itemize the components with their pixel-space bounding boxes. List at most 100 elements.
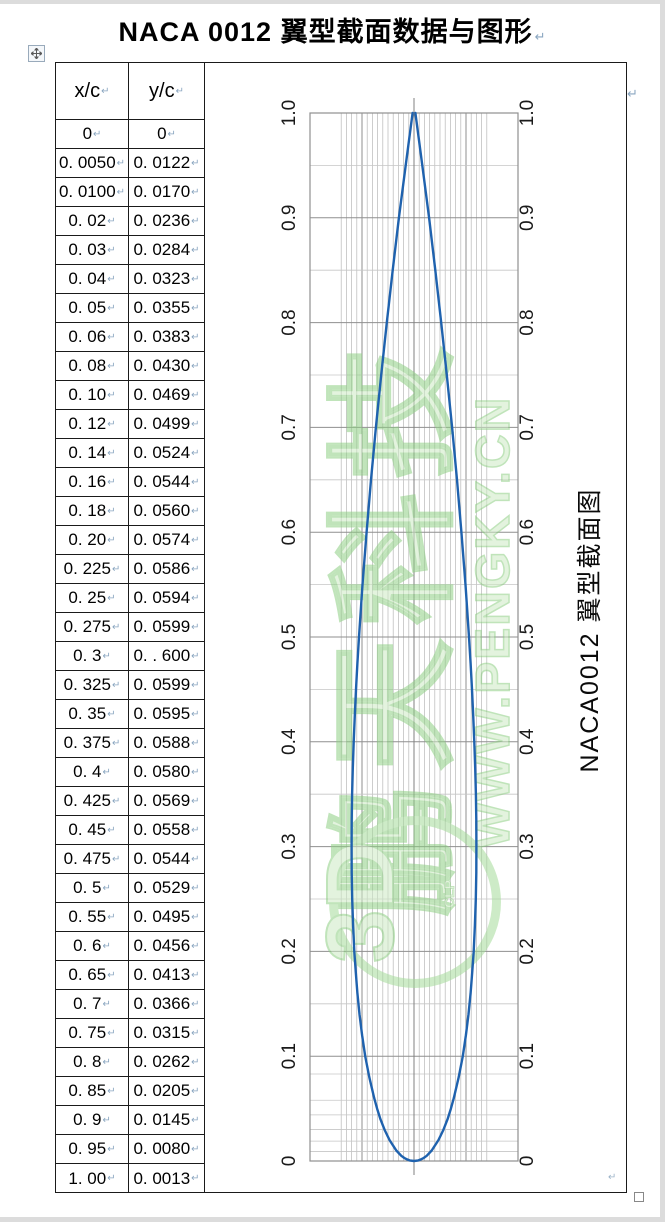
table-cell[interactable]: 1. 00 ↵ bbox=[56, 1164, 129, 1193]
table-cell[interactable]: 0. 325 ↵ bbox=[56, 671, 129, 700]
table-cell[interactable]: 0. 0366 ↵ bbox=[129, 990, 204, 1019]
table-cell[interactable]: 0. 0456 ↵ bbox=[129, 932, 204, 961]
table-cell[interactable]: 0. 0569 ↵ bbox=[129, 787, 204, 816]
table-cell[interactable]: 0 ↵ bbox=[56, 120, 129, 149]
table-cell[interactable]: 0. 0122 ↵ bbox=[129, 149, 204, 178]
table-cell[interactable]: 0. 0355 ↵ bbox=[129, 294, 204, 323]
table-cell[interactable]: 0. 08 ↵ bbox=[56, 352, 129, 381]
table-cell[interactable]: 0. 03 ↵ bbox=[56, 236, 129, 265]
table-cell[interactable]: 0. 0236 ↵ bbox=[129, 207, 204, 236]
table-cell[interactable]: 0. 06 ↵ bbox=[56, 323, 129, 352]
table-cell[interactable]: 0. 0586 ↵ bbox=[129, 555, 204, 584]
table-cell[interactable]: 0. 0499 ↵ bbox=[129, 410, 204, 439]
table-cell[interactable]: 0. 0558 ↵ bbox=[129, 816, 204, 845]
table-cell[interactable]: 0. 8 ↵ bbox=[56, 1048, 129, 1077]
table-cell[interactable]: 0. 0574 ↵ bbox=[129, 526, 204, 555]
table-cell[interactable]: 0. 0595 ↵ bbox=[129, 700, 204, 729]
table-cell[interactable]: 0. 0383 ↵ bbox=[129, 323, 204, 352]
table-body: 0 ↵ 0 ↵ 0. 0050 ↵ 0. 0122 ↵ 0. 0100 ↵ 0. 0170 ↵ 0. 0… bbox=[56, 120, 204, 1193]
table-cell[interactable]: 0. 0145 ↵ bbox=[129, 1106, 204, 1135]
table-cell-value: 0. 0499 bbox=[133, 414, 191, 433]
cell-mark: ↵ bbox=[107, 447, 116, 459]
cell-mark: ↵ bbox=[191, 1173, 200, 1184]
table-cell[interactable]: 0. 425 ↵ bbox=[56, 787, 129, 816]
table-cell[interactable]: 0. 0315 ↵ bbox=[129, 1019, 204, 1048]
table-cell[interactable]: 0. 9 ↵ bbox=[56, 1106, 129, 1135]
table-cell[interactable]: 0. 0529 ↵ bbox=[129, 874, 204, 903]
table-cell[interactable]: 0. 25 ↵ bbox=[56, 584, 129, 613]
table-cell[interactable]: 0. 225 ↵ bbox=[56, 555, 129, 584]
table-cell[interactable]: 0. . 600 ↵ bbox=[129, 642, 204, 671]
table-cell[interactable]: 0. 0080 ↵ bbox=[129, 1135, 204, 1164]
table-cell[interactable]: 0. 10 ↵ bbox=[56, 381, 129, 410]
cell-mark: ↵ bbox=[191, 621, 200, 633]
table-cell[interactable]: 0. 0594 ↵ bbox=[129, 584, 204, 613]
table-cell[interactable]: 0. 5 ↵ bbox=[56, 874, 129, 903]
table-cell[interactable]: 0. 0544 ↵ bbox=[129, 468, 204, 497]
table-cell-value: 0. 475 bbox=[63, 849, 111, 868]
document-title[interactable]: NACA 0012 翼型截面数据与图形 ↵ bbox=[0, 10, 665, 49]
table-cell[interactable]: 0. 85 ↵ bbox=[56, 1077, 129, 1106]
table-cell[interactable]: 0. 65 ↵ bbox=[56, 961, 129, 990]
table-cell[interactable]: 0. 0050 ↵ bbox=[56, 149, 129, 178]
table-cell-value: 0. 75 bbox=[68, 1023, 107, 1042]
column-header-xc[interactable]: x/c ↵ bbox=[56, 63, 129, 119]
document-title-text: NACA 0012 翼型截面数据与图形 bbox=[118, 17, 533, 47]
table-cell[interactable]: 0. 0469 ↵ bbox=[129, 381, 204, 410]
table-cell[interactable]: 0. 3 ↵ bbox=[56, 642, 129, 671]
table-cell[interactable]: 0. 16 ↵ bbox=[56, 468, 129, 497]
table-cell[interactable]: 0. 45 ↵ bbox=[56, 816, 129, 845]
table-cell[interactable]: 0. 7 ↵ bbox=[56, 990, 129, 1019]
table-cell[interactable]: 0. 0323 ↵ bbox=[129, 265, 204, 294]
cell-mark: ↵ bbox=[191, 1085, 200, 1097]
table-cell[interactable]: 0 ↵ bbox=[129, 120, 204, 149]
table-cell-value: 0 bbox=[82, 124, 93, 143]
table-cell[interactable]: 0. 0544 ↵ bbox=[129, 845, 204, 874]
table-cell[interactable]: 0. 375 ↵ bbox=[56, 729, 129, 758]
cell-mark: ↵ bbox=[111, 737, 121, 749]
table-cell[interactable]: 0. 0413 ↵ bbox=[129, 961, 204, 990]
table-cell[interactable]: 0. 55 ↵ bbox=[56, 903, 129, 932]
table-cell[interactable]: 0. 0580 ↵ bbox=[129, 758, 204, 787]
cell-mark: ↵ bbox=[191, 534, 200, 546]
cell-mark: ↵ bbox=[107, 476, 116, 488]
table-cell[interactable]: 0. 0430 ↵ bbox=[129, 352, 204, 381]
table-cell[interactable]: 0. 0495 ↵ bbox=[129, 903, 204, 932]
airfoil-chart-figure[interactable]: 鹏天科技 WWW.PENGKY.CN 3D CLP 1.0 1.0 0.9 0.9 0.… bbox=[205, 63, 626, 1192]
table-cell[interactable]: 0. 0284 ↵ bbox=[129, 236, 204, 265]
table-cell[interactable]: 0. 0262 ↵ bbox=[129, 1048, 204, 1077]
table-cell[interactable]: 0. 0599 ↵ bbox=[129, 613, 204, 642]
table-cell[interactable]: 0. 12 ↵ bbox=[56, 410, 129, 439]
table-cell[interactable]: 0. 05 ↵ bbox=[56, 294, 129, 323]
cell-mark: ↵ bbox=[107, 708, 116, 720]
table-cell[interactable]: 0. 0013 ↵ bbox=[129, 1164, 204, 1193]
table-cell[interactable]: 0. 0100 ↵ bbox=[56, 178, 129, 207]
table-cell[interactable]: 0. 0524 ↵ bbox=[129, 439, 204, 468]
table-cell[interactable]: 0. 0170 ↵ bbox=[129, 178, 204, 207]
table-resize-handle[interactable] bbox=[634, 1192, 644, 1202]
table-cell[interactable]: 0. 02 ↵ bbox=[56, 207, 129, 236]
table-cell[interactable]: 0. 0588 ↵ bbox=[129, 729, 204, 758]
table-cell[interactable]: 0. 275 ↵ bbox=[56, 613, 129, 642]
cell-mark: ↵ bbox=[116, 157, 126, 169]
table-cell[interactable]: 0. 75 ↵ bbox=[56, 1019, 129, 1048]
table-cell[interactable]: 0. 20 ↵ bbox=[56, 526, 129, 555]
table-cell[interactable]: 0. 04 ↵ bbox=[56, 265, 129, 294]
table-cell[interactable]: 0. 0205 ↵ bbox=[129, 1077, 204, 1106]
table-cell[interactable]: 0. 475 ↵ bbox=[56, 845, 129, 874]
table-cell[interactable]: 0. 18 ↵ bbox=[56, 497, 129, 526]
table-cell[interactable]: 0. 35 ↵ bbox=[56, 700, 129, 729]
table-move-handle-icon[interactable] bbox=[28, 45, 45, 62]
table-cell[interactable]: 0. 4 ↵ bbox=[56, 758, 129, 787]
table-cell[interactable]: 0. 95 ↵ bbox=[56, 1135, 129, 1164]
table-cell-value: 0. 0588 bbox=[133, 733, 191, 752]
cell-mark: ↵ bbox=[102, 650, 111, 662]
table-cell-value: 0. 25 bbox=[68, 588, 107, 607]
table-cell[interactable]: 0. 0599 ↵ bbox=[129, 671, 204, 700]
column-header-yc[interactable]: y/c ↵ bbox=[149, 79, 184, 102]
table-cell[interactable]: 0. 0560 ↵ bbox=[129, 497, 204, 526]
table-cell[interactable]: 0. 6 ↵ bbox=[56, 932, 129, 961]
cell-mark: ↵ bbox=[101, 85, 110, 97]
table-cell[interactable]: 0. 14 ↵ bbox=[56, 439, 129, 468]
